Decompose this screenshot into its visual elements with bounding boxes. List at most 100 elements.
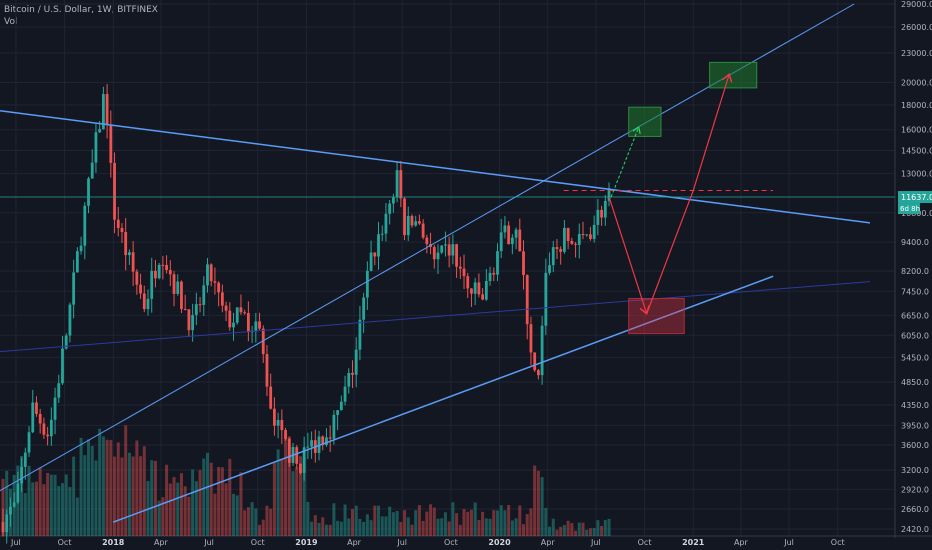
candle-body	[336, 410, 340, 415]
rebound-arrow-segment[interactable]	[646, 190, 694, 314]
candle-body	[440, 245, 444, 253]
volume-label[interactable]: Vol	[4, 17, 18, 27]
volume-bar	[209, 462, 213, 536]
volume-bar	[101, 436, 105, 536]
candle-body	[369, 252, 373, 271]
candle-body	[31, 402, 35, 433]
target-box-2[interactable]	[709, 61, 758, 89]
volume-bar	[250, 502, 254, 536]
price-tick: 3200.0	[901, 466, 929, 475]
volume-bar	[406, 517, 410, 536]
volume-bar	[235, 495, 239, 536]
candle-body	[213, 281, 217, 283]
candle-body	[299, 463, 302, 473]
volume-bar	[514, 518, 518, 536]
candle-body	[321, 436, 325, 445]
candle-body	[425, 237, 429, 245]
volume-bar	[113, 456, 117, 536]
candle-body	[142, 293, 146, 310]
candle-body	[235, 307, 239, 323]
time-tick: Oct	[638, 538, 652, 547]
volume-bar	[324, 524, 328, 536]
volume-bar	[377, 505, 381, 536]
bull-arrow-green[interactable]	[610, 127, 639, 198]
volume-bar	[570, 523, 574, 536]
candle-body	[243, 312, 247, 314]
drop-zone-box[interactable]	[628, 298, 685, 335]
ascending-support-line[interactable]	[112, 275, 774, 523]
target-box-1[interactable]	[628, 106, 662, 137]
rebound-arrow[interactable]	[692, 74, 729, 191]
volume-bar	[1, 478, 5, 536]
descending-trendline[interactable]	[0, 110, 871, 224]
price-axis[interactable]: 29000.0 26000.0 23000.0 20000.0 18000.0 16000…	[898, 0, 932, 534]
candle-body	[444, 244, 447, 246]
candle-body	[540, 325, 544, 376]
volume-bar	[269, 508, 273, 536]
volume-bar	[79, 437, 83, 536]
volume-bar	[343, 504, 347, 536]
ma-line[interactable]	[0, 281, 871, 353]
volume-bar	[391, 512, 395, 536]
candle-body	[232, 322, 235, 328]
drop-arrow[interactable]	[608, 196, 647, 314]
candle-body	[224, 305, 228, 311]
volume-bar	[536, 470, 540, 536]
candle-body	[533, 352, 537, 371]
volume-bar	[403, 510, 407, 536]
candle-body	[577, 233, 581, 245]
volume-bar	[127, 452, 131, 536]
candle-body	[198, 304, 202, 306]
candle-body	[395, 170, 399, 198]
candle-body	[607, 188, 611, 201]
volume-bar	[20, 455, 24, 536]
volume-bar	[220, 467, 224, 536]
volume-bar	[224, 483, 228, 536]
volume-bar	[336, 520, 340, 536]
candle-body	[566, 227, 570, 241]
candle-body	[49, 419, 53, 437]
volume-bar	[499, 505, 503, 536]
volume-bar	[313, 515, 317, 536]
volume-bar	[481, 511, 485, 536]
candle-body	[38, 413, 42, 424]
candle-body	[176, 281, 180, 294]
time-tick: Oct	[58, 538, 72, 547]
volume-bar	[243, 510, 247, 536]
volume-bar	[492, 510, 496, 536]
volume-bar	[588, 528, 592, 536]
candle-body	[332, 414, 336, 439]
price-tick: 3950.0	[901, 421, 929, 430]
volume-bar	[473, 502, 477, 536]
volume-bar	[213, 493, 217, 536]
volume-bar	[317, 522, 321, 536]
candle-body	[131, 252, 135, 272]
candle-body	[254, 321, 258, 331]
candle-body	[12, 502, 16, 507]
candle-body	[384, 213, 388, 234]
last-price-label: 11637.0	[901, 193, 932, 202]
volume-bar	[510, 520, 514, 536]
volume-bar	[421, 520, 425, 536]
volume-bar	[429, 504, 433, 536]
candle-body	[57, 383, 61, 398]
volume-bar	[574, 530, 578, 536]
price-tick: 3600.0	[901, 441, 929, 450]
volume-bar	[239, 472, 243, 536]
volume-bar	[369, 520, 373, 536]
candle-body	[470, 288, 473, 294]
drawings[interactable]	[0, 3, 895, 523]
volume-bar	[232, 493, 236, 536]
candle-body	[347, 372, 351, 387]
candle-body	[373, 252, 377, 257]
countdown-badge	[898, 203, 920, 215]
volume-bar	[261, 519, 265, 536]
candle-body	[202, 285, 206, 305]
volume-bar	[607, 518, 611, 536]
symbol-title[interactable]: Bitcoin / U.S. Dollar, 1W, BITFINEX	[4, 5, 158, 15]
candle-body	[94, 132, 98, 163]
time-axis[interactable]: Jul Oct 2018 Apr Jul Oct 2019 Apr Jul Oct 2020 Apr J…	[10, 538, 845, 547]
volume-bar	[440, 518, 444, 536]
volume-bar	[581, 522, 585, 536]
